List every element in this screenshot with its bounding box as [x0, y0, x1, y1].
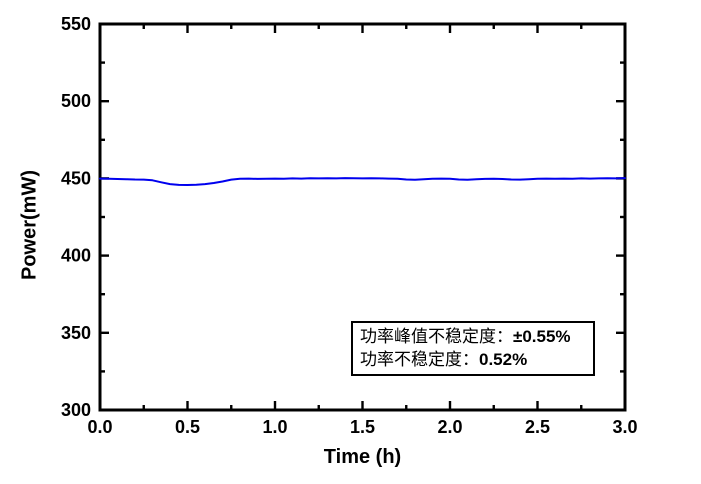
- stats-line-power: 功率不稳定度：0.52%: [360, 348, 586, 371]
- y-tick-label: 450: [61, 168, 91, 188]
- stats-annotation-box: 功率峰值不稳定度：±0.55% 功率不稳定度：0.52%: [351, 321, 595, 376]
- x-tick-label: 2.5: [525, 417, 550, 437]
- stats-peak-value: ±0.55%: [513, 327, 571, 346]
- stats-power-value: 0.52%: [479, 350, 528, 369]
- y-tick-label: 500: [61, 91, 91, 111]
- y-tick-label: 350: [61, 323, 91, 343]
- x-tick-label: 3.0: [612, 417, 637, 437]
- series-line-laser-output-power: [99, 177, 626, 186]
- stats-peak-label: 功率峰值不稳定度：: [360, 327, 513, 346]
- stats-power-label: 功率不稳定度：: [360, 350, 479, 369]
- stats-line-peak: 功率峰值不稳定度：±0.55%: [360, 325, 586, 348]
- y-tick-label: 550: [61, 14, 91, 34]
- y-tick-label: 400: [61, 246, 91, 266]
- x-axis-title: Time (h): [323, 446, 402, 468]
- x-tick-label: 0.5: [175, 417, 200, 437]
- x-tick-label: 1.5: [350, 417, 375, 437]
- x-tick-label: 1.0: [262, 417, 287, 437]
- x-tick-label: 2.0: [437, 417, 462, 437]
- y-tick-label: 300: [61, 400, 91, 420]
- y-axis-title: Power(mW): [18, 170, 41, 280]
- x-tick-label: 0.0: [87, 417, 112, 437]
